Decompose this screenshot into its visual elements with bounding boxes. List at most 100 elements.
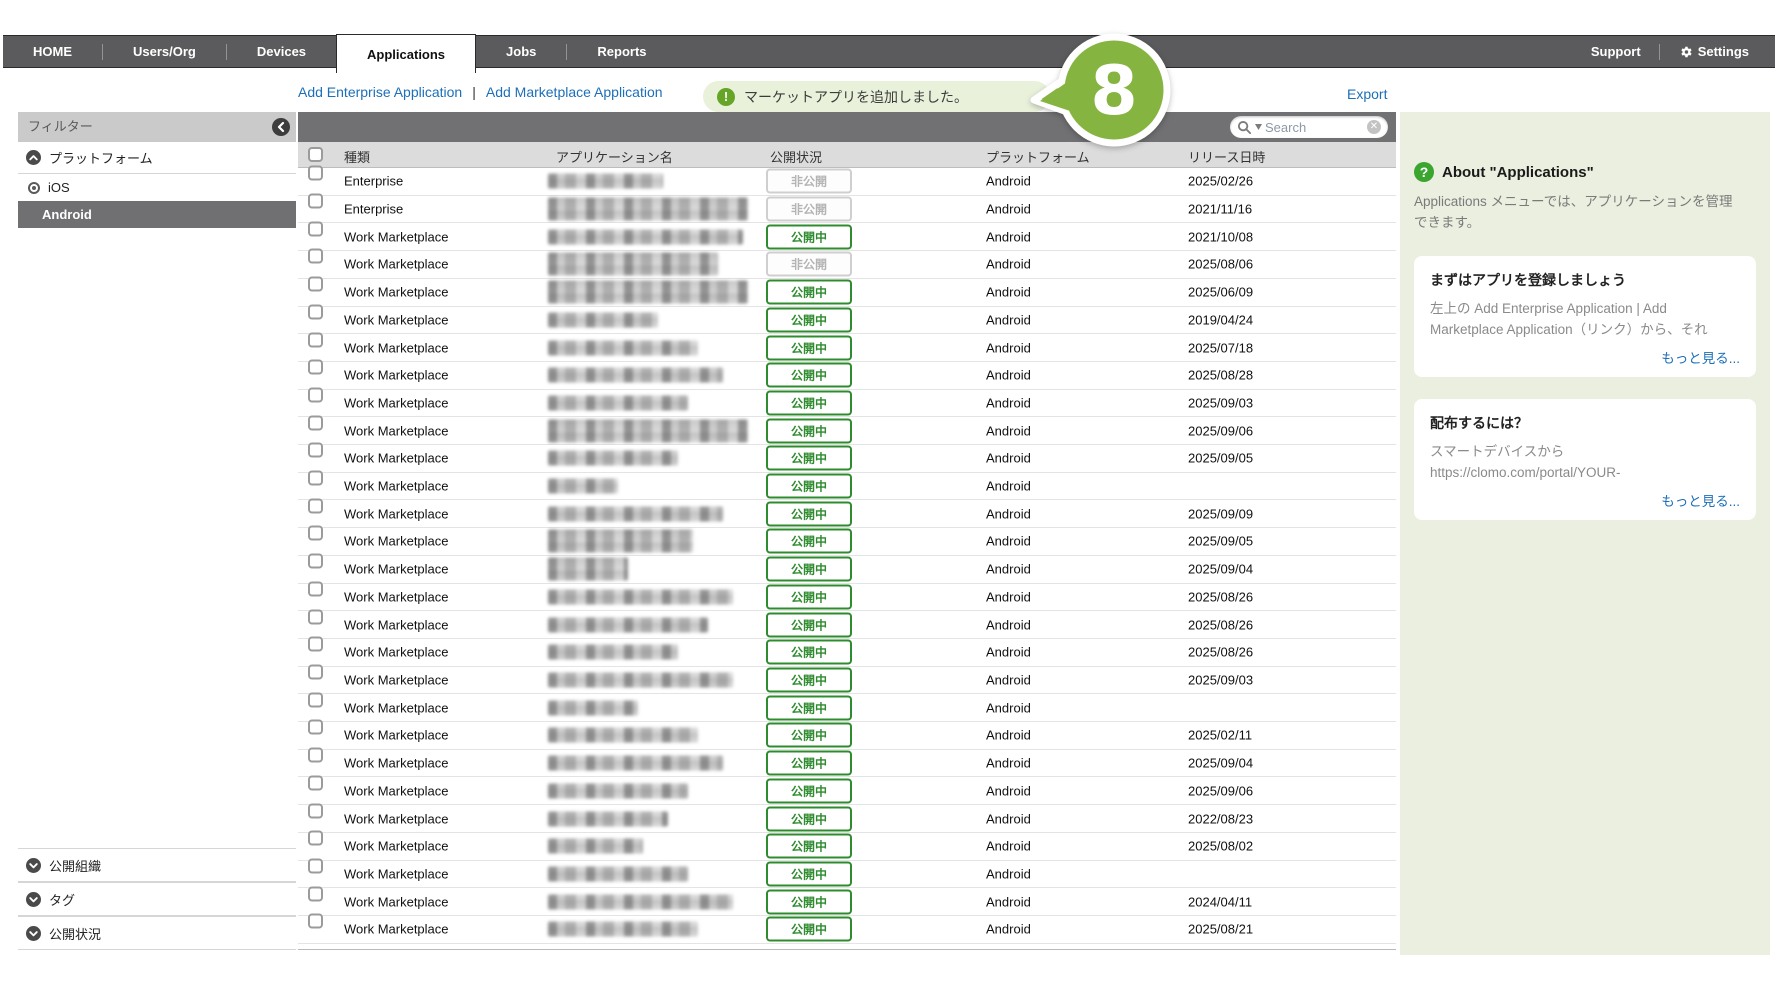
table-row[interactable]: Work Marketplace 公開中 Android 2025/09/03	[298, 387, 1396, 418]
table-row[interactable]: Work Marketplace 公開中 Android 2025/08/02	[298, 830, 1396, 861]
table-row[interactable]: Work Marketplace 公開中 Android 2025/09/09	[298, 498, 1396, 529]
filter-section-tag[interactable]: タグ	[18, 882, 296, 916]
row-checkbox[interactable]	[308, 525, 323, 541]
table-row[interactable]: Enterprise 非公開 Android 2025/02/26	[298, 165, 1396, 196]
search-input[interactable]	[1265, 119, 1364, 135]
row-type: Work Marketplace	[344, 229, 449, 245]
row-checkbox[interactable]	[308, 387, 323, 403]
row-checkbox[interactable]	[308, 913, 323, 929]
table-header: 種類 アプリケーション名 公開状況 プラットフォーム リリース日時	[298, 142, 1396, 168]
tab-applications[interactable]: Applications	[336, 33, 477, 73]
export-link[interactable]: Export	[1347, 86, 1388, 102]
see-more-link[interactable]: もっと見る...	[1661, 493, 1740, 509]
tab-reports[interactable]: Reports	[597, 44, 647, 59]
row-checkbox[interactable]	[308, 830, 323, 846]
row-app-name-redacted	[548, 197, 748, 221]
table-row[interactable]: Work Marketplace 公開中 Android 2025/09/06	[298, 775, 1396, 806]
table-row[interactable]: Work Marketplace 公開中 Android 2021/10/08	[298, 221, 1396, 252]
row-checkbox[interactable]	[308, 747, 323, 763]
annotation-8-marker: 8	[1030, 33, 1171, 147]
table-row[interactable]: Work Marketplace 公開中 Android	[298, 470, 1396, 501]
filter-item-android[interactable]: Android	[18, 201, 296, 228]
table-row[interactable]: Work Marketplace 公開中 Android 2025/09/06	[298, 415, 1396, 446]
row-checkbox[interactable]	[308, 470, 323, 486]
row-platform: Android	[986, 506, 1031, 522]
see-more-link[interactable]: もっと見る...	[1661, 350, 1740, 366]
row-checkbox[interactable]	[308, 886, 323, 902]
tab-devices[interactable]: Devices	[256, 44, 307, 59]
tab-users-org[interactable]: Users/Org	[133, 44, 196, 59]
row-type: Work Marketplace	[344, 312, 449, 328]
row-date: 2025/06/09	[1188, 284, 1254, 300]
tab-jobs[interactable]: Jobs	[506, 44, 537, 59]
row-checkbox[interactable]	[308, 775, 323, 791]
table-row[interactable]: Work Marketplace 公開中 Android 2025/09/03	[298, 664, 1396, 695]
row-checkbox[interactable]	[308, 332, 323, 348]
tab-home[interactable]: HOME	[33, 44, 72, 59]
support-link[interactable]: Support	[1590, 44, 1641, 59]
table-row[interactable]: Work Marketplace 公開中 Android 2025/08/28	[298, 359, 1396, 390]
row-checkbox[interactable]	[308, 359, 323, 375]
row-type: Work Marketplace	[344, 395, 449, 411]
table-row[interactable]: Work Marketplace 公開中 Android 2025/09/05	[298, 442, 1396, 473]
row-checkbox[interactable]	[308, 692, 323, 708]
table-row[interactable]: Enterprise 非公開 Android 2021/11/16	[298, 193, 1396, 224]
table-row[interactable]: Work Marketplace 公開中 Android 2025/09/05	[298, 525, 1396, 556]
settings-link[interactable]: Settings	[1678, 44, 1749, 59]
table-row[interactable]: Work Marketplace 公開中 Android 2025/02/11	[298, 719, 1396, 750]
table-row[interactable]: Work Marketplace 公開中 Android 2022/08/23	[298, 803, 1396, 833]
row-checkbox[interactable]	[308, 415, 323, 431]
row-checkbox[interactable]	[308, 248, 323, 264]
collapse-sidebar-icon[interactable]	[272, 118, 290, 136]
row-checkbox[interactable]	[308, 498, 323, 514]
column-app-name: アプリケーション名	[556, 150, 673, 165]
clear-search-icon[interactable]: ✕	[1367, 120, 1381, 134]
row-checkbox[interactable]	[308, 276, 323, 292]
table-row[interactable]: Work Marketplace 公開中 Android 2025/07/18	[298, 332, 1396, 362]
row-checkbox[interactable]	[308, 165, 323, 181]
table-row[interactable]: Work Marketplace 公開中 Android 2025/08/21	[298, 913, 1396, 944]
search-box[interactable]: ✕	[1230, 116, 1388, 138]
table-row[interactable]: Work Marketplace 公開中 Android	[298, 858, 1396, 889]
row-checkbox[interactable]	[308, 581, 323, 597]
table-row[interactable]: Work Marketplace 公開中 Android 2025/09/04	[298, 747, 1396, 778]
filter-section-platform[interactable]: プラットフォーム	[18, 142, 296, 174]
row-type: Work Marketplace	[344, 506, 449, 522]
row-platform: Android	[986, 312, 1031, 328]
add-marketplace-application-link[interactable]: Add Marketplace Application	[485, 84, 663, 100]
row-checkbox[interactable]	[308, 803, 323, 819]
table-row[interactable]: Work Marketplace 公開中 Android 2025/08/26	[298, 636, 1396, 667]
row-app-name-redacted	[548, 783, 688, 799]
row-platform: Android	[986, 561, 1031, 577]
table-row[interactable]: Work Marketplace 公開中 Android 2025/08/26	[298, 609, 1396, 639]
table-row[interactable]: Work Marketplace 公開中 Android 2025/09/04	[298, 553, 1396, 584]
filter-item-ios[interactable]: iOS	[18, 174, 296, 201]
table-row[interactable]: Work Marketplace 公開中 Android	[298, 692, 1396, 723]
filter-section-organization[interactable]: 公開組織	[18, 848, 296, 882]
row-checkbox[interactable]	[308, 221, 323, 237]
row-checkbox[interactable]	[308, 858, 323, 874]
row-checkbox[interactable]	[308, 664, 323, 680]
row-platform: Android	[986, 395, 1031, 411]
search-scope-dropdown-icon[interactable]	[1255, 124, 1262, 130]
row-checkbox[interactable]	[308, 304, 323, 320]
select-all-checkbox[interactable]	[308, 147, 323, 162]
row-checkbox[interactable]	[308, 719, 323, 735]
filter-section-publish-status[interactable]: 公開状況	[18, 916, 296, 950]
row-date: 2022/08/23	[1188, 811, 1254, 827]
row-checkbox[interactable]	[308, 636, 323, 652]
table-row[interactable]: Work Marketplace 公開中 Android 2024/04/11	[298, 886, 1396, 916]
row-checkbox[interactable]	[308, 609, 323, 625]
row-app-name-redacted	[548, 419, 748, 443]
table-row[interactable]: Work Marketplace 公開中 Android 2025/06/09	[298, 276, 1396, 307]
add-enterprise-application-link[interactable]: Add Enterprise Application	[298, 84, 463, 100]
row-checkbox[interactable]	[308, 553, 323, 569]
row-date: 2025/08/26	[1188, 644, 1254, 660]
row-checkbox[interactable]	[308, 442, 323, 458]
row-type: Work Marketplace	[344, 533, 449, 549]
status-badge: 公開中	[766, 889, 852, 915]
row-checkbox[interactable]	[308, 193, 323, 209]
table-row[interactable]: Work Marketplace 非公開 Android 2025/08/06	[298, 248, 1396, 279]
table-row[interactable]: Work Marketplace 公開中 Android 2025/08/26	[298, 581, 1396, 612]
table-row[interactable]: Work Marketplace 公開中 Android 2019/04/24	[298, 304, 1396, 335]
